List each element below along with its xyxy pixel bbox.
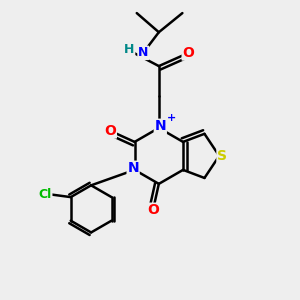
Text: +: + — [167, 112, 176, 123]
Text: H: H — [124, 43, 135, 56]
Text: N: N — [138, 46, 148, 59]
Text: S: S — [217, 149, 227, 163]
Text: Cl: Cl — [38, 188, 52, 201]
Text: O: O — [182, 46, 194, 60]
Text: O: O — [104, 124, 116, 138]
Text: N: N — [127, 161, 139, 176]
Text: O: O — [147, 203, 159, 218]
Text: N: N — [154, 119, 166, 134]
